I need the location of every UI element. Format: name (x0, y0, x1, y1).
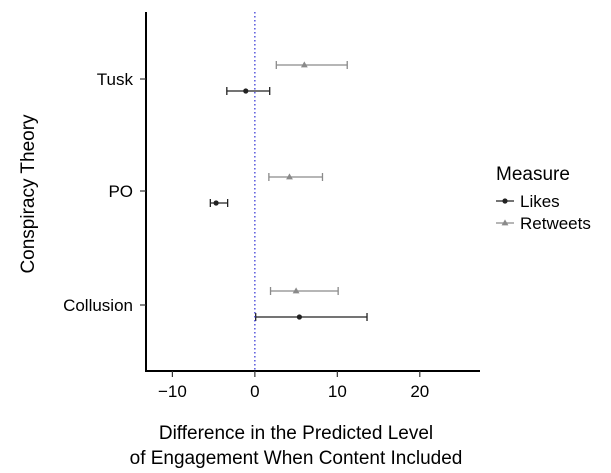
x-tick-label: −10 (158, 382, 187, 401)
legend-item-likes: Likes (496, 192, 560, 211)
x-axis-title-line2: of Engagement When Content Included (130, 448, 463, 469)
errorbar-likes-po (209, 199, 229, 207)
errorbar-retweets-po (268, 173, 324, 181)
x-tick-label: 10 (328, 382, 347, 401)
y-tick-label: Collusion (63, 296, 133, 315)
y-axis-ticks: Tusk PO Collusion (63, 70, 146, 315)
point-estimate (296, 314, 302, 320)
y-tick-label: Tusk (97, 70, 134, 89)
y-axis-title: Conspiracy Theory (18, 114, 39, 274)
point-estimate (243, 88, 249, 94)
point-estimate (286, 173, 293, 180)
legend-label: Likes (520, 192, 560, 211)
errorbar-retweets-tusk (275, 61, 348, 69)
x-tick-label: 0 (250, 382, 259, 401)
errorbar-likes-tusk (226, 87, 271, 95)
x-tick-label: 20 (410, 382, 429, 401)
legend-title: Measure (496, 164, 570, 185)
legend-key-marker (502, 198, 508, 204)
plot-marks (209, 61, 368, 321)
x-axis-title: Difference in the Predicted Level (159, 423, 433, 444)
legend-key-marker (501, 219, 509, 226)
x-axis-ticks: −10 0 10 20 (158, 371, 429, 401)
legend-label: Retweets (520, 214, 591, 233)
point-estimate (300, 61, 308, 68)
errorbar-retweets-collusion (269, 287, 339, 295)
legend-items: Likes Retweets (496, 192, 591, 233)
legend: Measure Likes Retweets (496, 164, 591, 233)
point-estimate (292, 287, 300, 294)
point-estimate (213, 200, 219, 206)
legend-item-retweets: Retweets (496, 214, 591, 233)
y-tick-label: PO (108, 182, 133, 201)
errorbar-likes-collusion (255, 313, 368, 321)
